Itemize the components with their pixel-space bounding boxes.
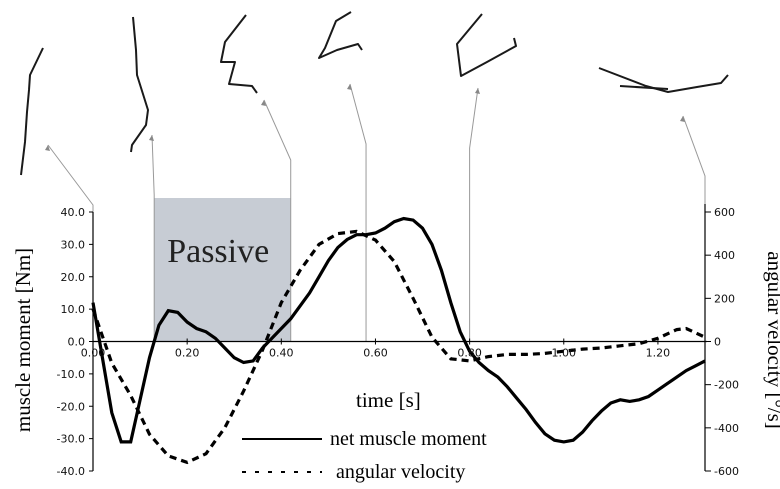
snapshot-pointer-5 [469, 87, 479, 342]
x-tick-label: 1.20 [646, 347, 671, 360]
left-y-tick-labels: 40.0 30.0 20.0 10.0 0.0 -10.0 -20.0 -30.0 -40.0 [57, 206, 93, 478]
left-y-tick-label: -10.0 [57, 368, 85, 381]
limb-figure-6-extra [619, 85, 669, 90]
right-y-tick-label: -600 [714, 465, 739, 478]
limb-figure-1 [20, 47, 44, 176]
legend: net muscle moment angular velocity [242, 428, 487, 483]
left-y-tick-label: -20.0 [57, 400, 85, 413]
net-muscle-moment-line [91, 216, 706, 444]
limb-figure-3 [220, 14, 258, 94]
x-tick-label: 0.20 [175, 347, 200, 360]
legend-label-velocity: angular velocity [336, 461, 465, 483]
left-y-tick-label: 20.0 [61, 271, 86, 284]
snapshot-arrowhead-2 [149, 135, 154, 141]
snapshot-arrowhead-5 [475, 88, 480, 94]
snapshot-pointer-6 [682, 115, 706, 342]
passive-region [154, 198, 291, 342]
x-tick-label: 0.00 [81, 347, 106, 360]
limb-figure-4 [318, 11, 363, 59]
limb-figure-6 [598, 67, 729, 93]
passive-annotation: Passive [167, 233, 269, 270]
right-y-tick-label: 400 [714, 249, 735, 262]
snapshot-pointers [45, 83, 706, 342]
left-y-axis-title: muscle moment [Nm] [11, 248, 35, 432]
snapshot-pointer-4 [349, 83, 367, 342]
left-y-tick-label: 0.0 [68, 336, 86, 349]
left-y-tick-label: -40.0 [57, 465, 85, 478]
right-y-tick-labels: 600 400 200 0 -200 -400 -600 [705, 206, 739, 478]
left-y-tick-label: 30.0 [61, 238, 86, 251]
right-y-tick-label: 0 [714, 336, 721, 349]
x-tick-label: 0.40 [269, 347, 294, 360]
left-y-tick-label: 40.0 [61, 206, 86, 219]
snapshot-arrowhead-3 [261, 100, 266, 106]
x-tick-label: 0.80 [457, 347, 482, 360]
snapshot-pointer-2 [151, 134, 155, 342]
right-y-tick-label: 600 [714, 206, 735, 219]
right-y-tick-label: 200 [714, 292, 735, 305]
x-tick-labels: 0.00 0.20 0.40 0.60 0.80 1.00 1.20 [81, 338, 671, 360]
limb-figure-2 [130, 16, 149, 153]
limb-configuration-figures [20, 11, 729, 176]
legend-label-moment: net muscle moment [330, 428, 487, 450]
right-y-tick-label: -200 [714, 379, 739, 392]
angular-velocity-line [91, 229, 706, 465]
x-tick-label: 1.00 [552, 347, 577, 360]
left-y-tick-label: 10.0 [61, 303, 86, 316]
snapshot-arrowhead-6 [680, 116, 685, 122]
limb-figure-5 [456, 13, 517, 77]
right-y-tick-label: -400 [714, 422, 739, 435]
snapshot-arrowhead-1 [45, 145, 50, 151]
right-y-axis-title: angular velocity [°/s] [763, 251, 780, 429]
snapshot-pointer-3 [263, 99, 292, 342]
left-y-tick-label: -30.0 [57, 433, 85, 446]
snapshot-arrowhead-4 [347, 84, 352, 90]
x-axis-title: time [s] [356, 388, 421, 412]
x-tick-label: 0.60 [363, 347, 388, 360]
